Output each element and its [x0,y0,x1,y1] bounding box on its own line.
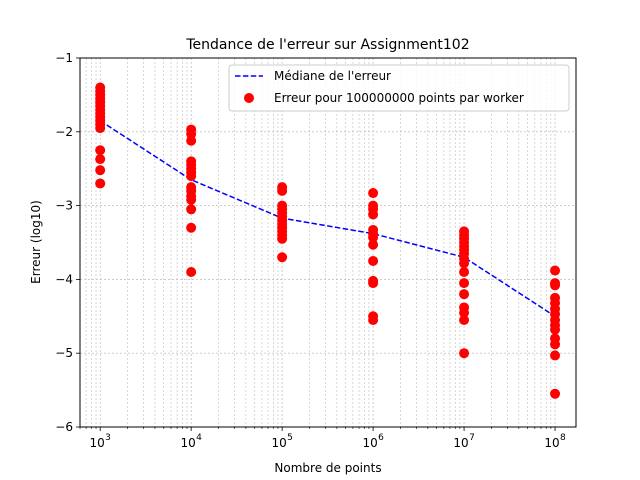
x-tick-exponent: 3 [105,433,111,443]
y-tick-label: −5 [55,346,73,360]
scatter-point [95,145,106,156]
x-tick-label: 10 [362,436,377,450]
scatter-point [459,307,470,318]
scatter-point [368,232,379,243]
scatter-point [186,267,197,278]
y-tick-label: −1 [55,51,73,65]
chart-title: Tendance de l'erreur sur Assignment102 [185,37,469,53]
scatter-point [186,171,197,182]
scatter-point [368,239,379,250]
scatter-point [368,314,379,325]
median-line [99,120,556,317]
y-tick-label: −6 [55,420,73,434]
x-tick-label: 10 [544,436,559,450]
scatter-point [277,252,288,263]
scatter-point [459,258,470,269]
scatter-point [368,209,379,220]
y-tick-label: −4 [55,272,73,286]
scatter-point [277,185,288,196]
y-tick-label: −2 [55,125,73,139]
legend-label-scatter: Erreur pour 100000000 points par worker [274,91,524,105]
y-axis-title: Erreur (log10) [29,200,43,284]
x-tick-exponent: 6 [378,433,384,443]
scatter-point [550,388,561,399]
legend: Médiane de l'erreur Erreur pour 10000000… [228,64,570,112]
scatter-point [459,289,470,300]
x-tick-exponent: 5 [287,433,293,443]
scatter-point [368,255,379,266]
legend-box [228,64,570,112]
x-axis-ticks: 10 3 10 4 10 5 10 6 10 7 10 8 [79,427,566,450]
x-tick-label: 10 [90,436,105,450]
x-tick-label: 10 [181,436,196,450]
scatter-point [277,233,288,244]
median-line-layer [99,120,556,317]
x-tick-label: 10 [453,436,468,450]
x-tick-exponent: 4 [196,433,202,443]
scatter-point [186,135,197,146]
scatter-point [95,154,106,165]
plot-frame [79,57,577,428]
legend-marker-swatch [244,93,254,103]
x-tick-exponent: 7 [469,433,475,443]
scatter-point [550,265,561,276]
scatter-point [186,194,197,205]
scatter-point [550,350,561,361]
scatter-point [95,123,106,134]
scatter-point [186,222,197,233]
scatter-point [368,188,379,199]
scatter-point [550,339,561,350]
y-axis-ticks: −6 −5 −4 −3 −2 −1 [55,51,80,434]
scatter-point [186,204,197,215]
scatter-point [459,267,470,278]
scatter-point [550,324,561,335]
x-axis-title: Nombre de points [274,461,381,475]
y-tick-label: −3 [55,199,73,213]
x-tick-label: 10 [271,436,286,450]
x-tick-exponent: 8 [560,433,566,443]
scatter-point [459,278,470,289]
scatter-point [459,348,470,359]
scatter-point [95,178,106,189]
scatter-point [368,278,379,289]
scatter-point [95,165,106,176]
scatter-points-layer [95,82,561,399]
legend-label-median: Médiane de l'erreur [274,69,391,83]
scatter-point [459,314,470,325]
scatter-point [550,280,561,291]
